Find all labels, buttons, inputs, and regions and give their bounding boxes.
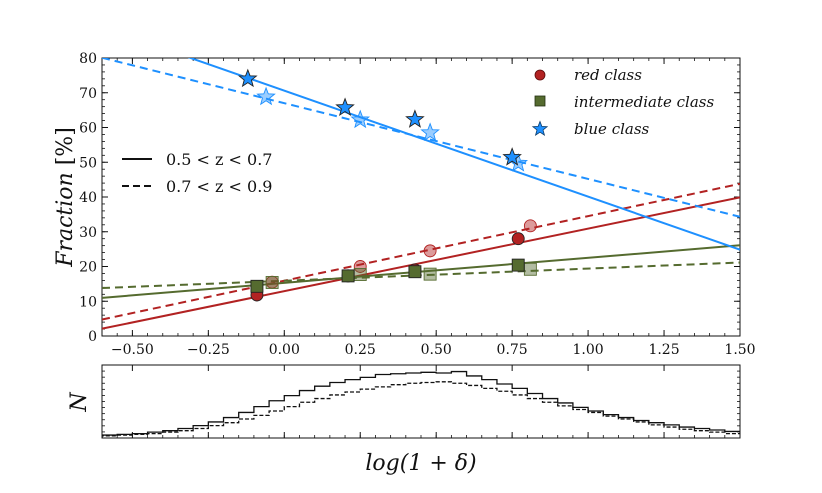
bottom-plot-frame (101, 364, 741, 439)
point-intermediate-low (250, 279, 264, 293)
x-tick-label: −0.25 (187, 342, 230, 358)
y-tick-label: 20 (79, 260, 97, 276)
fit-line-blue-low (187, 58, 740, 251)
point-intermediate-high (523, 262, 537, 276)
point-intermediate-high (353, 268, 367, 281)
x-tick-label: −0.50 (111, 342, 154, 358)
fit-line-red-low (102, 196, 740, 330)
point-blue-high (350, 109, 371, 129)
x-tick-label: 0.25 (345, 342, 376, 358)
y-axis-label: Fraction [%] (53, 127, 78, 268)
point-red-low (511, 232, 525, 246)
fit-lines (102, 58, 740, 330)
point-red-high (523, 219, 537, 233)
legend-intermediate-marker (534, 95, 546, 107)
point-intermediate-low (511, 258, 525, 272)
point-intermediate-low (341, 269, 355, 283)
point-intermediate-high (423, 267, 437, 281)
point-blue-low (405, 109, 425, 128)
point-blue-low (238, 68, 258, 88)
histogram-solid (102, 370, 740, 438)
x-tick-label: 1.00 (573, 342, 604, 358)
point-blue-low (335, 97, 355, 117)
y-tick-label: 70 (79, 86, 97, 102)
y-axis-label-unit: [%] (53, 127, 78, 165)
bottom-y-axis-label: N (67, 392, 92, 413)
y-axis-label-main: Fraction (53, 172, 78, 268)
x-tick-label: 0.75 (497, 342, 528, 358)
point-blue-high (420, 122, 440, 142)
x-tick-label: 1.50 (724, 342, 755, 358)
y-tick-label: 0 (88, 329, 97, 345)
x-tick-label: 0.50 (421, 342, 452, 358)
y-tick-label: 40 (79, 190, 97, 206)
point-blue-low (502, 147, 522, 166)
point-blue-high (256, 86, 276, 106)
legend-blue-marker (531, 120, 549, 136)
line-legend: 0.5 < z < 0.7 0.7 < z < 0.9 (122, 150, 272, 196)
y-tick-label: 80 (79, 51, 97, 67)
fit-line-red-high (102, 182, 740, 321)
legend-dashed-label: 0.7 < z < 0.9 (166, 177, 272, 196)
data-points (238, 68, 537, 302)
point-red-high (423, 244, 437, 258)
marker-legend: red class intermediate class blue class (531, 66, 714, 138)
y-tick-label: 50 (79, 155, 97, 171)
legend-blue-label: blue class (574, 120, 650, 138)
fit-line-blue-high (102, 58, 740, 218)
bottom-ticks (101, 364, 741, 439)
point-red-high (353, 260, 367, 273)
top-y-ticks: 0 10 20 30 40 50 60 70 80 (79, 51, 740, 345)
legend-red-label: red class (574, 66, 642, 84)
point-intermediate-high (265, 276, 279, 289)
y-tick-label: 60 (79, 121, 97, 137)
x-tick-label: 0.00 (269, 342, 300, 358)
top-x-ticks: −0.50 −0.25 0.00 0.25 0.50 0.75 1.00 1.25 1.50 (101, 58, 756, 358)
histogram-dashed (102, 381, 740, 438)
legend-solid-label: 0.5 < z < 0.7 (166, 150, 272, 169)
legend-red-marker (534, 69, 546, 81)
y-tick-label: 10 (79, 294, 97, 310)
x-tick-label: 1.25 (648, 342, 679, 358)
legend-intermediate-label: intermediate class (574, 93, 714, 111)
point-intermediate-low (408, 265, 422, 279)
y-tick-label: 30 (79, 225, 97, 241)
x-axis-label: log(1 + δ) (365, 451, 476, 476)
histograms (102, 370, 740, 438)
